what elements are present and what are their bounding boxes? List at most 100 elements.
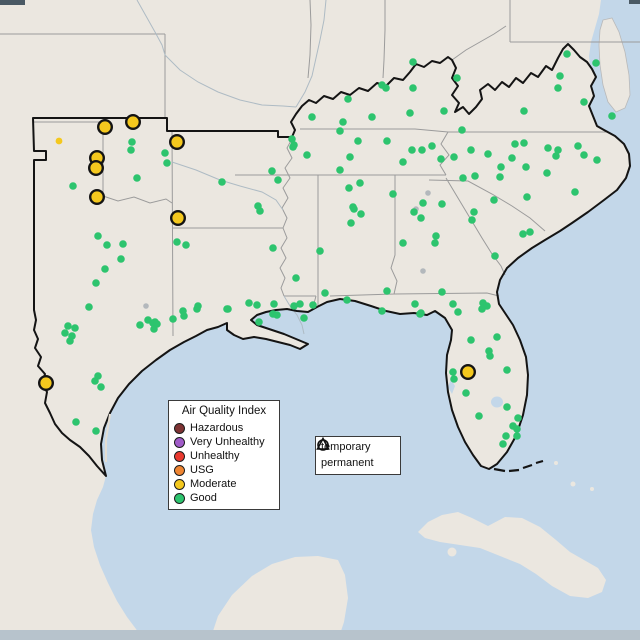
good-station-dot [399,158,407,166]
good-station-dot [303,151,311,159]
good-station-dot [194,302,202,310]
good-station-dot [378,307,386,315]
aqi-legend-item: Hazardous [174,421,274,435]
good-station-dot [409,84,417,92]
good-station-dot [346,153,354,161]
good-station-dot [513,425,521,433]
good-station-dot [497,163,505,171]
good-station-dot [418,146,426,154]
aqi-legend: Air Quality Index Hazardous Very Unhealth… [168,400,280,510]
good-station-dot [543,169,551,177]
good-station-dot [453,74,461,82]
good-station-dot [458,126,466,134]
good-station-dot [273,311,281,319]
good-station-dot [289,143,297,151]
good-station-dot [347,219,355,227]
good-station-dot [128,138,136,146]
good-station-dot [61,329,69,337]
good-station-dot [522,163,530,171]
good-station-dot [431,239,439,247]
good-station-dot [357,210,365,218]
good-station-dot [478,305,486,313]
good-station-dot [356,179,364,187]
moderate-station-dot [55,137,63,145]
good-station-dot [513,432,521,440]
good-station-dot [94,232,102,240]
aqi-item-label: USG [190,464,214,476]
yucatan-land [210,556,348,640]
aqi-legend-title: Air Quality Index [181,405,267,417]
good-station-dot [450,153,458,161]
top-right-edge [629,0,640,4]
cuba-land [418,512,606,598]
good-station-dot [308,113,316,121]
good-station-dot [389,190,397,198]
good-station-dot [520,107,528,115]
good-station-dot [450,375,458,383]
padre-island [105,413,111,462]
good-station-dot [416,310,424,318]
moderate-station-circle [169,209,186,226]
region-outline [32,43,631,477]
good-station-dot [163,159,171,167]
good-station-dot [467,336,475,344]
aqi-item-label: Hazardous [190,422,244,434]
good-station-dot [449,300,457,308]
good-station-dot [438,200,446,208]
good-station-dot [316,247,324,255]
good-station-dot [511,140,519,148]
temporary-legend-row: temporary [317,439,395,455]
tampa-bay [448,379,455,394]
aqi-legend-item: USG [174,463,274,477]
moderate-station-circle [87,159,104,176]
good-station-dot [91,377,99,385]
good-station-dot [382,84,390,92]
aqi-color-swatch [174,450,185,462]
good-station-dot [245,299,253,307]
station-type-legend: temporary permanent [315,436,401,475]
lake-okeechobee [491,396,503,408]
good-station-dot [410,208,418,216]
bottom-edge-strip [0,630,640,640]
good-station-dot [449,368,457,376]
florida-keys [493,459,544,473]
bahama-islet [590,487,594,491]
good-station-dot [502,432,510,440]
good-station-dot [580,98,588,106]
good-station-dot [97,383,105,391]
good-station-dot [459,174,467,182]
good-station-dot [69,182,77,190]
good-station-dot [432,232,440,240]
open-triangle-icon [316,437,330,450]
good-station-dot [354,137,362,145]
good-station-dot [428,142,436,150]
good-station-dot [411,300,419,308]
good-station-dot [309,301,317,309]
aqi-color-swatch [174,492,185,504]
good-station-dot [470,208,478,216]
good-station-dot [467,146,475,154]
temporary-label: temporary [321,441,371,453]
moderate-station-circle [38,375,55,392]
good-station-dot [419,199,427,207]
good-station-dot [344,95,352,103]
good-station-dot [499,440,507,448]
good-station-dot [406,109,414,117]
good-station-dot [526,228,534,236]
good-station-dot [491,252,499,260]
good-station-dot [563,50,571,58]
good-station-dot [417,214,425,222]
good-station-dot [101,265,109,273]
aqi-item-label: Very Unhealthy [190,436,265,448]
aqi-color-swatch [174,464,185,476]
good-station-dot [218,178,226,186]
bahama-islet [554,461,558,465]
good-station-dot [556,72,564,80]
good-station-dot [493,333,501,341]
good-station-dot [408,146,416,154]
good-station-dot [496,173,504,181]
moderate-station-circle [124,113,141,130]
good-station-dot [608,112,616,120]
good-station-dot [508,154,516,162]
